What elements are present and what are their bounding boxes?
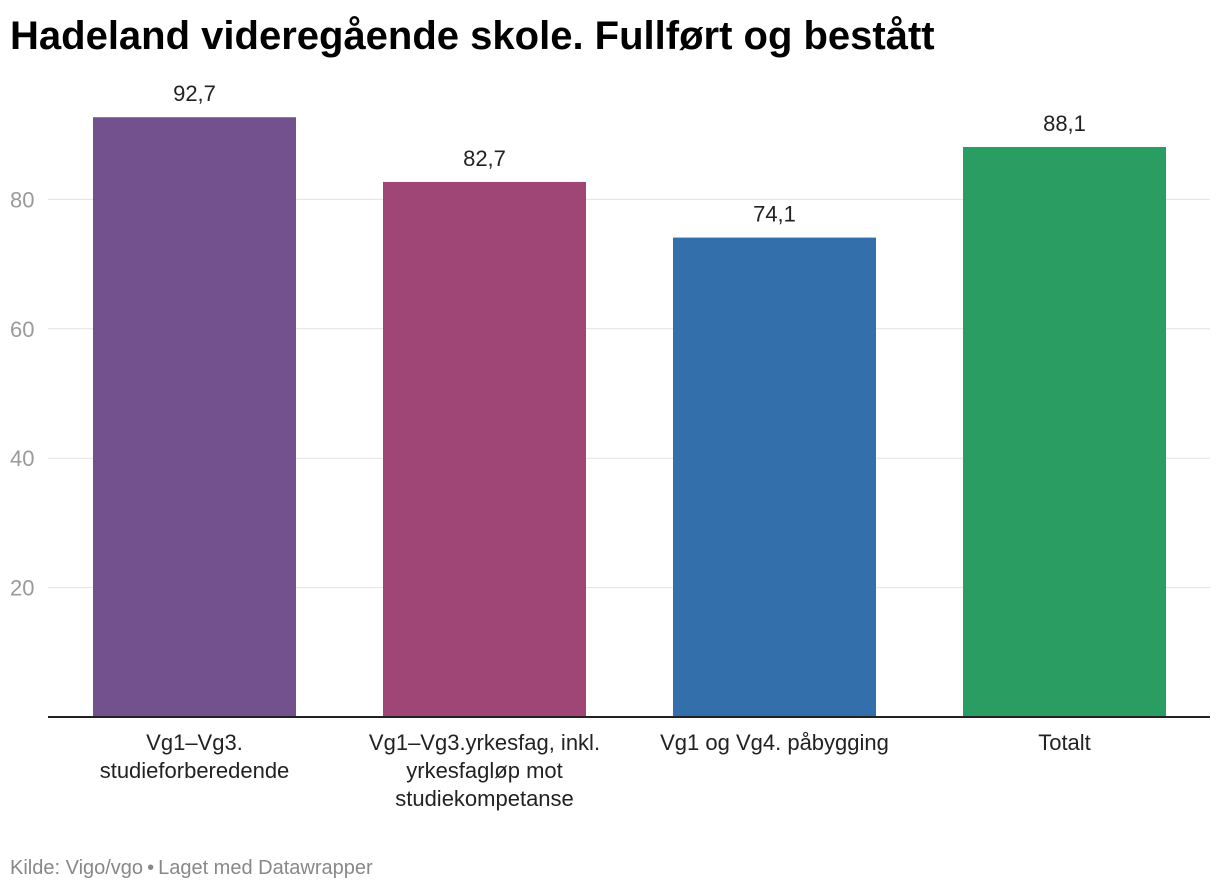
bar-value-label: 88,1 <box>1043 111 1086 136</box>
bar <box>93 117 296 717</box>
x-category-label: Vg1–Vg3.yrkesfag, inkl. yrkesfagløp mot st… <box>369 730 600 811</box>
y-tick-label: 20 <box>10 576 34 601</box>
x-category-label-line: Vg1 og Vg4. påbygging <box>660 730 889 755</box>
x-category-label-line: studiekompetanse <box>395 786 574 811</box>
x-category-label-line: Totalt <box>1038 730 1091 755</box>
bar-value-label: 92,7 <box>173 81 216 106</box>
x-category-label: Vg1 og Vg4. påbygging <box>660 730 889 755</box>
x-category-label: Vg1–Vg3. studieforberedende <box>100 730 290 783</box>
source-text: Kilde: Vigo/vgo <box>10 857 144 879</box>
credit-text: Laget med Datawrapper <box>158 857 373 879</box>
x-category-label-line: Vg1–Vg3.yrkesfag, inkl. <box>369 730 600 755</box>
bar <box>383 181 586 717</box>
chart-footer: Kilde: Vigo/vgo • Laget med Datawrapper <box>10 857 373 880</box>
footer-separator: • <box>147 857 155 879</box>
x-category-label: Totalt <box>1038 730 1091 755</box>
x-category-label-line: Vg1–Vg3. <box>146 730 243 755</box>
chart-title: Hadeland videregående skole. Fullført og… <box>10 14 935 58</box>
x-category-label-line: studieforberedende <box>100 758 290 783</box>
bar <box>673 237 876 717</box>
y-tick-label: 60 <box>10 317 34 342</box>
y-tick-label: 40 <box>10 446 34 471</box>
x-category-label-line: yrkesfagløp mot <box>406 758 563 783</box>
y-tick-label: 80 <box>10 187 34 212</box>
bar-value-label: 74,1 <box>753 202 796 227</box>
bar <box>963 146 1166 718</box>
bar-value-label: 82,7 <box>463 146 506 171</box>
